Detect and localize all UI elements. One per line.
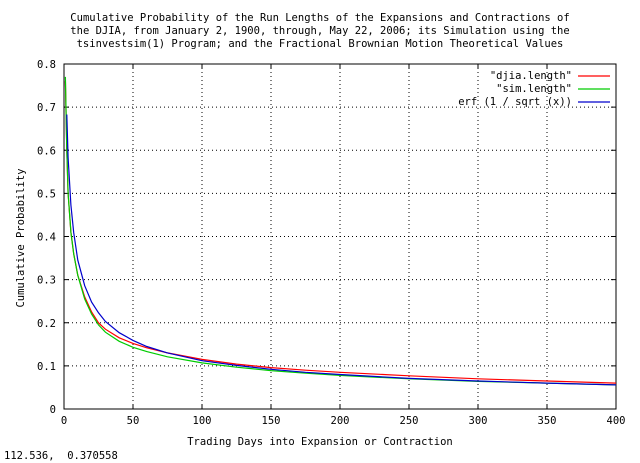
chart-title-line-1: Cumulative Probability of the Run Length… bbox=[70, 12, 570, 24]
x-tick-label: 350 bbox=[538, 415, 557, 427]
y-tick-label: 0.6 bbox=[37, 145, 56, 157]
y-tick-label: 0.4 bbox=[37, 232, 56, 244]
x-axis-label: Trading Days into Expansion or Contracti… bbox=[187, 436, 453, 448]
legend-label-2: "sim.length" bbox=[496, 83, 572, 95]
x-tick-label: 250 bbox=[400, 415, 419, 427]
y-tick-label: 0.8 bbox=[37, 59, 56, 71]
y-tick-label: 0 bbox=[50, 404, 56, 416]
x-tick-label: 100 bbox=[193, 415, 212, 427]
grid bbox=[64, 64, 616, 409]
series-line-1 bbox=[64, 81, 617, 384]
legend: "djia.length""sim.length"erf (1 / sqrt (… bbox=[458, 70, 610, 108]
y-axis-label: Cumulative Probability bbox=[15, 168, 27, 308]
legend-label-1: "djia.length" bbox=[490, 70, 572, 82]
axis-ticks: 0 0.1 0.2 0.3 0.4 0.5 0.6 0.7 0.8 0 50 100 150 200 250… bbox=[37, 59, 625, 427]
y-tick-label: 0.3 bbox=[37, 275, 56, 287]
x-tick-label: 300 bbox=[469, 415, 488, 427]
y-tick-label: 0.7 bbox=[37, 102, 56, 114]
x-tick-label: 0 bbox=[61, 415, 67, 427]
series-line-3 bbox=[66, 114, 617, 386]
x-tick-label: 200 bbox=[331, 415, 350, 427]
y-tick-label: 0.1 bbox=[37, 361, 56, 373]
y-tick-label: 0.2 bbox=[37, 318, 56, 330]
y-tick-label: 0.5 bbox=[37, 188, 56, 200]
mouse-coordinate-readout: 112.536, 0.370558 bbox=[4, 450, 118, 462]
series-lines bbox=[64, 76, 617, 386]
legend-label-3: erf (1 / sqrt (x)) bbox=[458, 96, 572, 108]
chart-title-line-3: tsinvestsim(1) Program; and the Fraction… bbox=[76, 38, 564, 50]
chart-title-line-2: the DJIA, from January 2, 1900, through,… bbox=[70, 25, 570, 37]
x-tick-label: 150 bbox=[262, 415, 281, 427]
x-tick-label: 50 bbox=[127, 415, 140, 427]
x-tick-label: 400 bbox=[607, 415, 626, 427]
series-line-2 bbox=[64, 76, 617, 386]
